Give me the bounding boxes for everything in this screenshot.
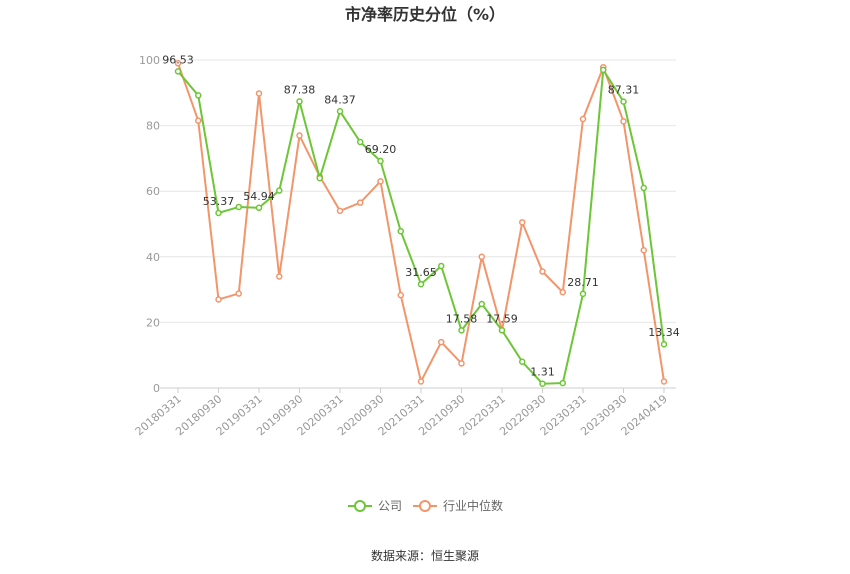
legend-item-industry-median[interactable]: 行业中位数 [413, 498, 503, 513]
legend-industry-label: 行业中位数 [443, 498, 503, 513]
data-point-series-1 [660, 378, 668, 385]
data-label: 54.94 [243, 190, 275, 203]
data-point-series-0 [458, 327, 465, 334]
data-point-series-1 [559, 288, 566, 296]
data-point-series-1 [377, 178, 384, 185]
data-label: 17.59 [486, 312, 518, 325]
data-label: 13.34 [648, 326, 680, 339]
data-point-series-0 [235, 203, 242, 211]
data-point-series-0 [357, 138, 364, 146]
data-label: 17.58 [446, 312, 478, 325]
data-point-series-1 [519, 219, 526, 226]
series-line-0 [177, 66, 665, 385]
data-label: 28.71 [567, 276, 599, 289]
y-tick-label: 80 [146, 120, 160, 133]
data-point-series-0 [174, 68, 182, 75]
grid-lines [160, 59, 676, 389]
data-point-series-0 [478, 300, 485, 308]
data-label: 31.65 [405, 266, 437, 279]
chart-title: 市净率历史分位（%） [345, 5, 505, 24]
data-point-series-0 [640, 184, 647, 192]
data-point-series-1 [296, 132, 303, 139]
data-point-series-0 [397, 227, 404, 235]
data-point-series-0 [660, 340, 668, 348]
series-line-1 [177, 62, 665, 385]
data-point-series-1 [357, 199, 364, 206]
legend-item-company[interactable]: 公司 [348, 499, 402, 513]
y-axis: 0 20 40 60 80 100 [139, 54, 160, 395]
data-label: 96.53 [162, 53, 194, 66]
series-group [174, 60, 668, 387]
data-point-series-1 [579, 115, 587, 123]
data-point-series-0 [559, 379, 566, 387]
y-tick-label: 20 [146, 316, 160, 329]
data-point-series-1 [397, 291, 404, 299]
data-label: 87.38 [284, 83, 316, 96]
data-point-series-0 [539, 380, 546, 387]
data-label: 84.37 [324, 93, 356, 106]
data-point-series-0 [579, 290, 587, 298]
data-point-series-1 [478, 253, 485, 261]
data-point-series-0 [377, 157, 384, 165]
data-point-series-1 [539, 268, 546, 275]
data-label: 1.31 [530, 366, 555, 379]
data-point-series-1 [458, 360, 465, 367]
data-point-series-1 [255, 90, 263, 97]
legend-company-marker [354, 500, 366, 512]
data-point-series-1 [438, 338, 445, 346]
data-label: 87.31 [608, 84, 640, 97]
data-point-series-0 [600, 66, 607, 74]
data-point-series-0 [296, 98, 303, 105]
data-point-series-1 [417, 378, 425, 385]
data-point-series-0 [498, 327, 506, 334]
y-tick-label: 100 [139, 54, 160, 67]
data-point-series-0 [620, 98, 627, 105]
data-point-series-0 [316, 174, 323, 182]
legend-industry-marker [419, 500, 431, 512]
data-point-series-1 [620, 118, 627, 125]
data-point-series-0 [519, 358, 526, 366]
data-point-series-1 [276, 273, 283, 280]
y-tick-label: 0 [153, 382, 160, 395]
data-source: 数据来源：恒生聚源 [371, 548, 479, 563]
data-point-series-0 [195, 92, 202, 99]
data-point-series-0 [417, 280, 425, 288]
data-point-series-1 [174, 60, 182, 67]
y-tick-label: 60 [146, 185, 160, 198]
data-label: 53.37 [203, 195, 235, 208]
data-labels: 96.53 53.37 54.94 87.38 84.37 69.20 31.65 17.58… [162, 53, 680, 378]
data-point-series-1 [195, 117, 202, 124]
legend-company-label: 公司 [378, 499, 402, 513]
data-point-series-0 [336, 108, 344, 115]
data-point-series-0 [438, 262, 445, 270]
data-point-series-0 [215, 209, 222, 217]
x-axis: 2018033120180930201903312019093020200331… [133, 388, 670, 438]
data-point-series-1 [336, 207, 344, 215]
legend[interactable]: 公司 行业中位数 [348, 498, 503, 513]
data-label: 69.20 [365, 143, 397, 156]
data-point-series-1 [235, 290, 242, 297]
data-point-series-1 [640, 246, 647, 254]
data-point-series-0 [276, 187, 283, 194]
y-tick-label: 40 [146, 251, 160, 264]
data-point-series-0 [255, 204, 263, 212]
data-point-series-1 [215, 296, 222, 303]
